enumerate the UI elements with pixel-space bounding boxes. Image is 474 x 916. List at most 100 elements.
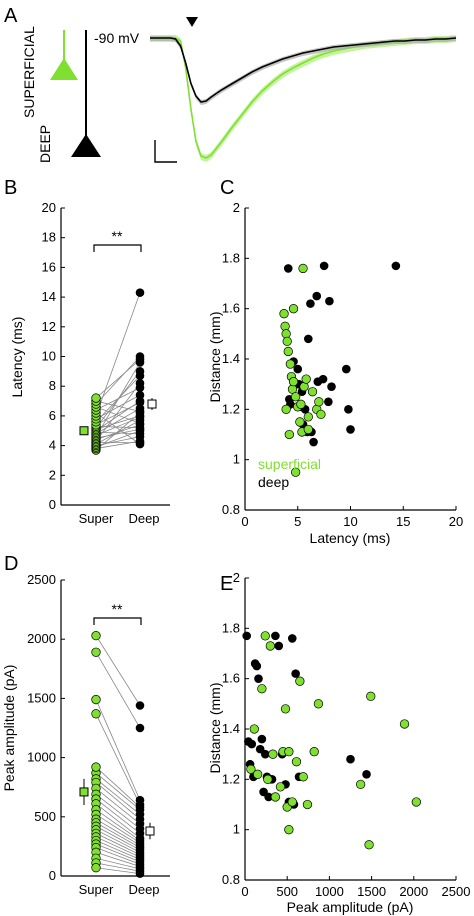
- panel-e: E 0.8 1 1.2 1.4 1.6 1.8 2 0 500 1000 1500 2000 2500 Pe…: [207, 570, 470, 915]
- pair-line: [95, 793, 141, 829]
- pair-line: [95, 851, 141, 867]
- superficial-point: [279, 309, 289, 319]
- deep-point: [242, 631, 251, 641]
- superficial-point: [265, 641, 275, 651]
- y-tick-label: 1.4: [222, 351, 240, 366]
- superficial-point: [268, 749, 278, 759]
- deep-point: [135, 398, 145, 407]
- pair-line: [95, 857, 141, 870]
- deep-point: [135, 869, 145, 878]
- superficial-point: [288, 304, 299, 314]
- deep-point: [304, 334, 313, 344]
- y-tick-label: 8: [49, 378, 56, 393]
- pair-line: [95, 822, 141, 848]
- deep-point: [346, 754, 355, 764]
- y-tick-label: 1.6: [222, 671, 240, 686]
- superficial-point: [303, 424, 313, 435]
- panel-label-b: B: [4, 177, 17, 199]
- superficial-point: [281, 329, 291, 339]
- superficial-trace-error-band: [150, 35, 456, 162]
- deep-point: [341, 364, 351, 374]
- deep-point: [291, 669, 300, 678]
- deep-point: [135, 371, 145, 381]
- y-tick-label: 1500: [27, 690, 56, 705]
- y-tick-label: 2: [233, 570, 240, 585]
- y-tick-label: 14: [42, 289, 56, 304]
- pair-line: [95, 382, 141, 442]
- superficial-point: [295, 417, 305, 427]
- superficial-point: [270, 792, 281, 802]
- superficial-point: [282, 336, 292, 347]
- pair-line: [95, 809, 141, 841]
- pair-line: [95, 359, 141, 399]
- pair-line: [95, 412, 141, 445]
- x-tick-label: 2500: [442, 884, 471, 899]
- deep-trace: [150, 37, 457, 103]
- x-axis-label: Latency (ms): [310, 530, 391, 546]
- x-tick-label: 15: [396, 514, 410, 529]
- superficial-point: [290, 467, 301, 477]
- deep-point: [135, 429, 145, 439]
- superficial-point: [288, 377, 299, 387]
- deep-point: [346, 425, 355, 434]
- deep-point: [325, 296, 334, 306]
- y-tick-label: 2000: [27, 631, 56, 646]
- pair-line: [95, 652, 141, 729]
- y-tick-label: 10: [42, 349, 56, 364]
- y-tick-label: 1.2: [222, 401, 240, 416]
- y-tick-label: 2500: [27, 572, 56, 587]
- y-axis-label: Distance (mm): [207, 682, 223, 773]
- superficial-point: [285, 359, 296, 369]
- y-tick-label: 18: [42, 230, 56, 245]
- y-tick-label: 4: [49, 438, 56, 453]
- legend-superficial: superficial: [258, 456, 321, 472]
- superficial-point: [275, 782, 286, 792]
- y-tick-label: 2: [49, 467, 56, 482]
- x-tick-label: 0: [241, 884, 248, 899]
- pair-line: [95, 425, 141, 429]
- significance-label: **: [112, 228, 123, 244]
- deep-mean-marker: [145, 826, 155, 836]
- panel-label-c: C: [220, 177, 234, 199]
- deep-point: [287, 634, 297, 643]
- pair-line: [95, 840, 141, 860]
- resting-potential-label: -90 mV: [94, 30, 140, 46]
- scale-bar: [154, 140, 177, 163]
- y-tick-label: 1.6: [222, 301, 240, 316]
- pair-line: [95, 406, 141, 424]
- significance-label: **: [112, 601, 123, 617]
- superficial-point: [249, 724, 259, 734]
- deep-point: [309, 437, 318, 447]
- x-tick-label: 1000: [315, 884, 344, 899]
- superficial-point: [246, 764, 256, 774]
- superficial-point: [91, 863, 101, 873]
- legend-deep: deep: [258, 474, 289, 490]
- superficial-point: [399, 719, 410, 729]
- panel-d: D 0 500 1000 1500 2000 2500 Super Deep Peak ampli…: [1, 553, 170, 897]
- deep-point: [135, 355, 145, 364]
- pair-line: [95, 843, 141, 863]
- pair-line: [95, 402, 141, 426]
- superficial-point: [298, 772, 308, 782]
- deep-point: [257, 734, 267, 744]
- pair-line: [95, 428, 141, 439]
- y-tick-label: 0.8: [222, 872, 240, 887]
- y-tick-label: 1000: [27, 750, 56, 765]
- superficial-cell-label: SUPERFICIAL: [21, 26, 37, 118]
- deep-point: [319, 261, 329, 271]
- superficial-point: [257, 684, 267, 694]
- deep-point: [260, 749, 270, 759]
- deep-point: [391, 261, 401, 271]
- y-tick-label: 1: [233, 822, 240, 837]
- deep-point: [135, 407, 145, 416]
- x-tick-label: 1500: [357, 884, 386, 899]
- superficial-point: [260, 631, 270, 641]
- superficial-point: [281, 404, 291, 414]
- pair-line: [95, 778, 141, 815]
- superficial-point: [263, 774, 273, 784]
- superficial-point: [287, 797, 297, 807]
- pair-line: [95, 400, 141, 412]
- pair-line: [95, 713, 141, 806]
- pair-line: [95, 836, 141, 858]
